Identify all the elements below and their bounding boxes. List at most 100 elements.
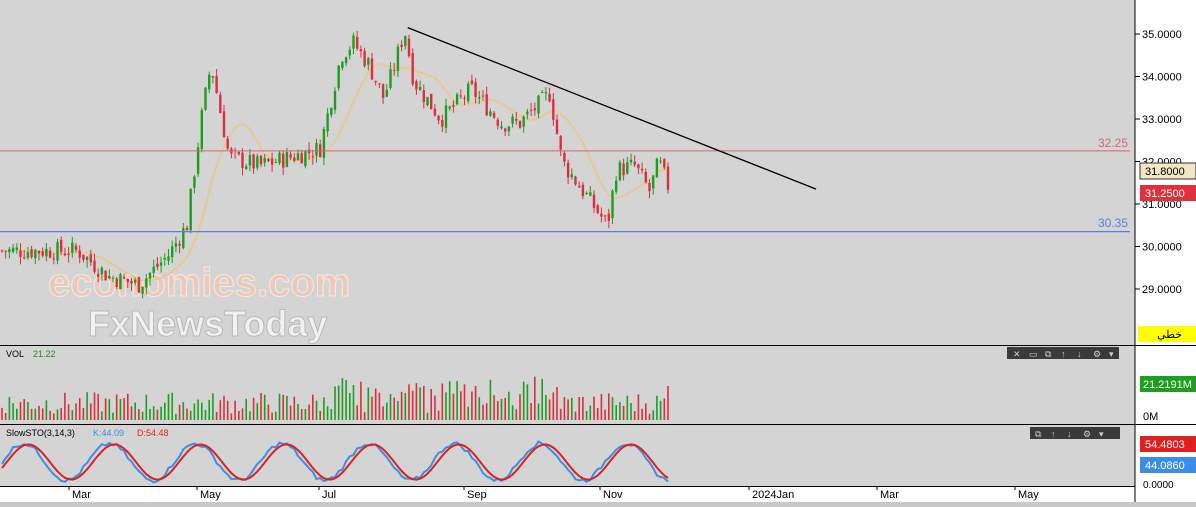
candle [26, 252, 30, 258]
candle [11, 247, 15, 252]
volume-bar [408, 384, 410, 420]
candle [459, 95, 462, 97]
candle [178, 244, 181, 246]
candle [267, 158, 270, 162]
candle [452, 104, 455, 107]
candle [93, 260, 96, 272]
volume-bar [545, 394, 547, 420]
volume-bar [75, 403, 77, 420]
candle [159, 262, 163, 266]
volume-bar [519, 394, 521, 420]
candle [282, 153, 285, 168]
volume-bar [611, 397, 614, 420]
up-arrow-icon[interactable]: ↑ [1051, 429, 1056, 439]
volume-bar [53, 413, 55, 420]
down-arrow-icon[interactable]: ↓ [1067, 429, 1072, 439]
candle [156, 263, 159, 267]
candle [248, 155, 252, 166]
candle [418, 87, 422, 91]
candle [104, 270, 107, 281]
volume-bar [16, 408, 18, 420]
candle [615, 180, 618, 192]
language-tag[interactable] [1138, 326, 1196, 342]
volume-bar [201, 402, 203, 420]
candle [555, 119, 559, 134]
language-tag-text: خطي [1157, 329, 1182, 341]
volume-bar [471, 391, 473, 420]
candle [126, 278, 129, 283]
candle [82, 254, 85, 260]
volume-bar [178, 404, 181, 420]
down-arrow-icon[interactable]: ↓ [1077, 349, 1082, 359]
candle [600, 213, 603, 217]
volume-bar [271, 412, 273, 420]
close-icon[interactable]: ✕ [1013, 349, 1021, 359]
candle [400, 44, 403, 47]
volume-bar [230, 413, 233, 420]
candle [85, 256, 89, 261]
volume-bar [567, 399, 569, 420]
volume-bar [534, 376, 536, 420]
candle [330, 108, 333, 115]
price-axis[interactable] [1135, 0, 1196, 502]
candle [455, 94, 459, 105]
volume-bar [193, 403, 196, 420]
volume-bar [34, 408, 37, 420]
volume-bar [19, 402, 22, 420]
candle [356, 36, 359, 49]
volume-bar [571, 397, 573, 420]
volume-bar [652, 410, 654, 420]
settings-icon[interactable]: ⚙ [1083, 429, 1091, 439]
candle [655, 158, 659, 178]
volume-tag-text: 21.2191M [1143, 379, 1192, 391]
candle [311, 156, 314, 158]
candle [274, 162, 277, 164]
candle [407, 38, 411, 57]
watermark-line2: FxNewsToday [88, 303, 327, 344]
volume-bar [164, 402, 166, 420]
restore-icon[interactable]: ⧉ [1035, 429, 1042, 439]
candle [4, 250, 7, 252]
up-arrow-icon[interactable]: ↑ [1061, 349, 1066, 359]
candle [219, 94, 222, 113]
volume-bar [374, 388, 377, 420]
volume-bar [293, 396, 296, 420]
price-tick-label: 33.0000 [1142, 114, 1182, 126]
volume-bar [145, 394, 148, 420]
volume-axis-zero: 0M [1143, 411, 1158, 423]
window-icon[interactable]: ▭ [1029, 349, 1038, 359]
volume-bar [448, 381, 451, 420]
candle [374, 80, 377, 83]
stoch-panel[interactable] [0, 425, 1135, 486]
volume-bar [86, 392, 88, 420]
candle [596, 205, 599, 214]
dropdown-icon[interactable]: ▾ [1099, 429, 1104, 439]
time-axis[interactable] [0, 486, 1135, 502]
candle [640, 168, 644, 171]
volume-bar [626, 395, 629, 420]
volume-bar [363, 412, 366, 420]
volume-bar [404, 392, 407, 420]
candle [152, 266, 155, 273]
candle [111, 277, 115, 279]
restore-icon[interactable]: ⧉ [1045, 349, 1052, 359]
volume-bar [241, 408, 244, 420]
volume-bar [60, 408, 62, 420]
stoch-k-label: K:44.09 [93, 428, 124, 438]
trendline[interactable] [407, 27, 817, 190]
candle [19, 250, 22, 257]
candle [171, 246, 174, 258]
volume-bar [341, 378, 344, 420]
candle [629, 159, 633, 163]
volume-bar [541, 378, 543, 420]
volume-bar [604, 409, 606, 420]
candle [437, 115, 440, 121]
candle [518, 120, 522, 128]
time-tick-label: Jul [322, 489, 336, 501]
candle [245, 166, 248, 169]
dropdown-icon[interactable]: ▾ [1109, 349, 1114, 359]
candle [448, 106, 451, 109]
volume-bar [67, 404, 70, 420]
settings-icon[interactable]: ⚙ [1093, 349, 1101, 359]
candle [363, 51, 366, 66]
